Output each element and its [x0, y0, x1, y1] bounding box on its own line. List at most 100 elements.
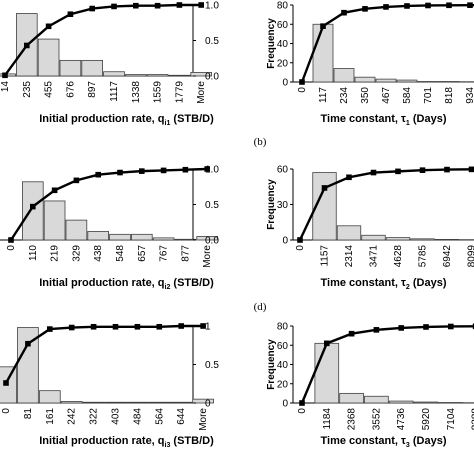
histogram-bar [87, 231, 110, 241]
x-tick-label: 329 [71, 245, 82, 262]
histogram-bar [314, 342, 340, 404]
left-tick-label: 40 [277, 39, 289, 50]
right-tick-label: 1.0 [205, 1, 219, 12]
histogram-bar [82, 401, 105, 404]
histogram-bar [21, 181, 44, 241]
histogram-bar [385, 237, 411, 241]
x-tick-label: 0 [1, 408, 12, 414]
cumulative-point [446, 2, 452, 9]
x-axis-title: Initial production rate, qi3 (STB/D) [39, 435, 214, 449]
right-tick-label: 1 [205, 322, 211, 333]
y-axis-title: Frequency [266, 18, 277, 69]
left-tick-label: 0 [282, 399, 288, 410]
histogram-bar [152, 237, 175, 241]
left-tick-label: 80 [277, 322, 289, 333]
x-tick-label: 322 [89, 408, 100, 425]
cumulative-line [300, 3, 474, 83]
x-axis-title: Time constant, τ2 (Days) [321, 277, 447, 291]
cumulative-point [117, 169, 123, 176]
histogram-bar [148, 401, 171, 404]
right-tick-label: 0 [205, 399, 211, 410]
x-tick-label: 657 [137, 245, 148, 262]
cumulative-point [67, 11, 74, 18]
histogram-bar [339, 392, 364, 404]
x-tick-label: 1117 [109, 81, 120, 102]
cumulative-point [25, 340, 31, 347]
x-axis-title: Time constant, τ3 (Days) [321, 435, 447, 449]
left-tick-label: 0 [282, 236, 288, 247]
left-tick-label: 80 [277, 1, 289, 12]
cumulative-point [89, 5, 95, 12]
cumulative-point [467, 2, 473, 8]
cumulative-point [176, 2, 183, 8]
cumulative-point [30, 203, 36, 210]
histogram-bar [312, 23, 334, 83]
cumulative-point [299, 79, 305, 85]
x-tick-label: 0 [297, 408, 308, 414]
histogram-bar [354, 76, 376, 83]
histogram-bar [37, 38, 60, 77]
chart-panel-b: 0117234350467584701818934More020406080Fr… [254, 1, 474, 148]
cumulative-point [198, 2, 204, 8]
x-tick-label: 897 [87, 81, 98, 98]
cumulative-point [419, 167, 426, 173]
histogram-bar [196, 236, 219, 241]
x-tick-label: 14 [0, 81, 11, 93]
x-tick-label: 701 [423, 87, 434, 104]
cumulative-point [444, 166, 450, 173]
x-tick-label: 455 [44, 81, 55, 98]
cumulative-point [472, 323, 474, 330]
x-tick-label: More [196, 81, 207, 104]
x-tick-label: 767 [159, 245, 170, 262]
right-tick-label: 0.5 [205, 200, 219, 211]
x-tick-label: 4628 [393, 245, 404, 268]
cumulative-point [395, 168, 401, 175]
cumulative-point [2, 72, 8, 79]
cumulative-point [24, 42, 30, 49]
x-tick-label: 818 [444, 87, 455, 104]
x-tick-label: 0 [297, 87, 308, 93]
x-tick-label: 161 [45, 408, 56, 425]
x-tick-label: 5785 [418, 245, 429, 268]
chart-panel-f: 01184236835524736592071048288More0204060… [266, 322, 474, 449]
histogram-bar [174, 238, 197, 241]
cumulative-point [139, 168, 145, 174]
histogram-bar [17, 327, 39, 404]
histogram-bar [190, 72, 213, 77]
cumulative-point [112, 323, 119, 330]
left-tick-label: 60 [277, 341, 289, 352]
cumulative-point [90, 323, 97, 330]
x-tick-label: 1338 [131, 81, 142, 104]
x-tick-label: 438 [93, 245, 104, 262]
x-tick-label: 877 [180, 245, 191, 262]
x-axis-title: Time constant, τ1 (Days) [321, 113, 447, 127]
left-tick-label: 30 [277, 200, 289, 211]
x-tick-label: 5920 [421, 408, 432, 431]
chart-panel-e: 0 81 161 242 322 403 484 564 644 More00.51Initial… [0, 322, 219, 449]
cumulative-point [320, 23, 326, 29]
x-tick-label: 110 [28, 245, 39, 261]
cumulative-point [370, 169, 377, 176]
y-axis-title: Frequency [266, 179, 277, 230]
cumulative-point [8, 237, 14, 243]
x-tick-label: 3471 [369, 245, 380, 268]
x-axis-title: Initial production rate, qi2 (STB/D) [39, 277, 214, 291]
cumulative-point [362, 6, 368, 12]
histogram-bar [103, 71, 125, 77]
histogram-bar [410, 238, 435, 241]
cumulative-point [346, 174, 352, 181]
x-tick-label: 2314 [344, 245, 355, 268]
x-tick-label: 1559 [153, 81, 164, 104]
x-tick-label: 6942 [442, 245, 453, 268]
histogram-bar [413, 401, 439, 404]
x-tick-label: 350 [360, 87, 371, 104]
x-tick-label: 1157 [320, 245, 331, 267]
cumulative-point [182, 166, 189, 173]
cumulative-point [134, 323, 141, 330]
x-tick-label: 1184 [322, 408, 333, 430]
left-tick-label: 60 [277, 165, 289, 176]
cumulative-point [111, 3, 117, 10]
